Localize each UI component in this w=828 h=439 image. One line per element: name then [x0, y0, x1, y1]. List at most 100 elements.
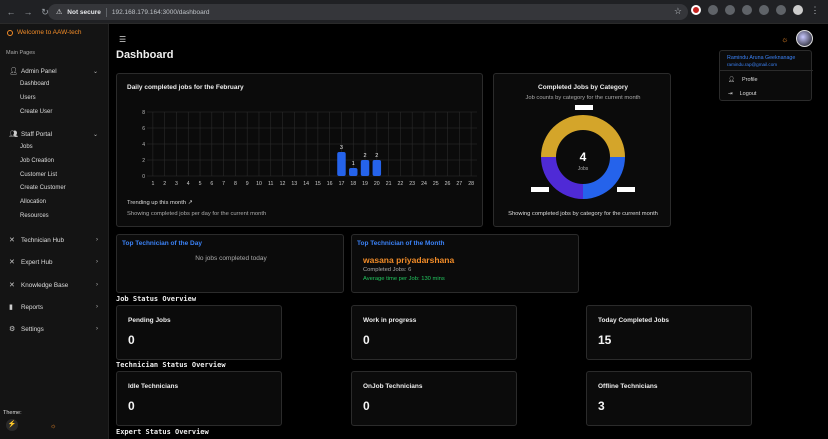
welcome-banner: Welcome to AAW-tech: [7, 29, 82, 36]
y-tick-label: 2: [142, 158, 145, 164]
tech-month-avg-time: Average time per Job: 130 mins: [363, 276, 445, 282]
bar: [349, 168, 358, 176]
menu-icon[interactable]: ☰: [119, 35, 127, 44]
theme-label: Theme:: [3, 410, 22, 416]
user-avatar[interactable]: [796, 30, 813, 47]
chevron-right-icon: ›: [96, 304, 98, 310]
x-tick-label: 6: [210, 181, 213, 187]
browser-toolbar: ← → ↻ ⚠ Not secure 192.168.179.164:3000/…: [0, 0, 828, 24]
tech-month-completed: Completed Jobs: 6: [363, 267, 412, 273]
sidebar-item-create-customer[interactable]: Create Customer: [20, 185, 66, 192]
welcome-text: Welcome to AAW-tech: [17, 29, 82, 36]
stat-value: 3: [598, 399, 605, 413]
top-technician-month-card: Top Technician of the Month wasana priya…: [351, 234, 579, 293]
x-tick-label: 21: [386, 181, 392, 187]
forward-icon[interactable]: →: [23, 6, 33, 17]
profile-avatar[interactable]: [793, 5, 803, 15]
logout-icon: ⇥: [728, 91, 733, 97]
chevron-right-icon: ›: [96, 259, 98, 265]
tech-day-empty: No jobs completed today: [195, 255, 267, 262]
extension-icon[interactable]: [742, 5, 752, 15]
y-tick-label: 8: [142, 110, 145, 116]
stat-label: Today Completed Jobs: [598, 317, 670, 324]
x-tick-label: 2: [163, 181, 166, 187]
extension-icon[interactable]: [725, 5, 735, 15]
users-icon: 👥︎: [9, 131, 18, 138]
stat-label: Pending Jobs: [128, 317, 171, 324]
data-label: 1: [352, 161, 355, 167]
sidebar-item-dashboard[interactable]: Dashboard: [20, 81, 50, 87]
menu-item-logout[interactable]: ⇥ Logout: [728, 91, 756, 97]
sidebar-item-resources[interactable]: Resources: [20, 212, 49, 219]
warning-icon: ⚠: [56, 9, 63, 16]
extension-icon[interactable]: [691, 5, 701, 15]
sidebar-item-job-creation[interactable]: Job Creation: [20, 157, 55, 164]
knowledge-base-label: Knowledge Base: [21, 281, 69, 289]
bar: [360, 160, 370, 176]
stat-label: Work in progress: [363, 317, 417, 324]
staff-portal-label: Staff Portal: [21, 130, 53, 138]
back-icon[interactable]: ←: [6, 6, 16, 17]
sun-icon[interactable]: ☼: [781, 35, 789, 44]
sidebar-item-reports[interactable]: ▮ Reports ›: [0, 301, 109, 313]
sidebar-item-allocation[interactable]: Allocation: [20, 199, 47, 206]
logo-icon: [7, 29, 13, 36]
user-menu-dropdown: Ramindu Aruna Geeknanage ramindu.rap@gma…: [719, 50, 813, 101]
stat-label: Offline Technicians: [598, 383, 658, 390]
address-bar[interactable]: ⚠ Not secure 192.168.179.164:3000/dashbo…: [48, 4, 688, 20]
admin-panel-label: Admin Panel: [21, 67, 57, 75]
sidebar-item-users[interactable]: Users: [20, 94, 36, 101]
sidebar-icon[interactable]: [776, 5, 786, 15]
puzzle-icon[interactable]: [759, 5, 769, 15]
reports-label: Reports: [21, 303, 44, 311]
tech-month-name: wasana priyadarshana: [363, 255, 455, 265]
x-tick-label: 28: [468, 181, 474, 187]
chevron-right-icon: ›: [96, 326, 98, 332]
stat-value: 15: [598, 333, 612, 347]
sidebar-item-knowledge-base[interactable]: ✕ Knowledge Base ›: [0, 279, 109, 291]
stat-value: 0: [363, 399, 370, 413]
x-tick-label: 26: [445, 181, 451, 187]
x-tick-label: 12: [280, 181, 286, 187]
main-content: ☰ Dashboard ☼ Daily completed jobs for t…: [110, 24, 828, 439]
sidebar-item-technician-hub[interactable]: ✕ Technician Hub ›: [0, 234, 109, 246]
admin-panel-group: 👤︎ Admin Panel ⌄ Dashboard Users Create …: [0, 65, 109, 119]
category-label-redacted: [531, 187, 549, 192]
theme-toggle-button[interactable]: ⚡: [6, 419, 18, 431]
daily-jobs-card: Daily completed jobs for the February 0 2…: [116, 73, 483, 227]
staff-portal-group: 👥︎ Staff Portal ⌄ Jobs Job Creation Cust…: [0, 128, 109, 224]
x-tick-label: 7: [222, 181, 225, 187]
category-donut-chart: 4 Jobs: [531, 105, 635, 199]
bar: [337, 152, 346, 176]
sidebar-item-staff-portal[interactable]: 👥︎ Staff Portal ⌄: [0, 128, 109, 140]
user-name: Ramindu Aruna Geeknanage: [727, 55, 796, 61]
more-menu-icon[interactable]: ⋮: [810, 5, 820, 15]
url-text: 192.168.179.164:3000/dashboard: [111, 8, 210, 16]
x-tick-label: 14: [303, 181, 309, 187]
extension-icon[interactable]: [708, 5, 718, 15]
tech-day-title: Top Technician of the Day: [122, 240, 202, 247]
tools-icon: ✕: [9, 237, 15, 244]
data-label: 2: [364, 153, 367, 159]
sidebar-item-expert-hub[interactable]: ✕ Expert Hub ›: [0, 256, 109, 268]
bookmark-star-icon[interactable]: ☆: [673, 6, 682, 16]
user-email: ramindu.rap@gmail.com: [727, 62, 778, 67]
logout-label: Logout: [739, 91, 757, 97]
settings-label: Settings: [21, 325, 44, 333]
sidebar-item-admin-panel[interactable]: 👤︎ Admin Panel ⌄: [0, 65, 109, 77]
url-divider: [105, 7, 107, 17]
sidebar-item-create-user[interactable]: Create User: [20, 108, 53, 115]
category-label-redacted: [617, 187, 635, 192]
technician-hub-label: Technician Hub: [21, 236, 65, 244]
data-label: 3: [340, 145, 343, 151]
sun-icon[interactable]: ☼: [50, 423, 57, 430]
donut-segment-purple: [541, 157, 583, 199]
menu-item-profile[interactable]: 👤︎ Profile: [728, 77, 758, 83]
sidebar-item-jobs[interactable]: Jobs: [20, 144, 33, 150]
sidebar-item-customer-list[interactable]: Customer List: [20, 171, 58, 178]
sidebar-item-settings[interactable]: ⚙ Settings ›: [0, 323, 109, 335]
section-label: Main Pages: [6, 50, 36, 56]
reload-icon[interactable]: ↻: [41, 6, 49, 17]
work-in-progress-card: Work in progress 0: [351, 305, 517, 360]
x-tick-label: 27: [456, 181, 462, 187]
